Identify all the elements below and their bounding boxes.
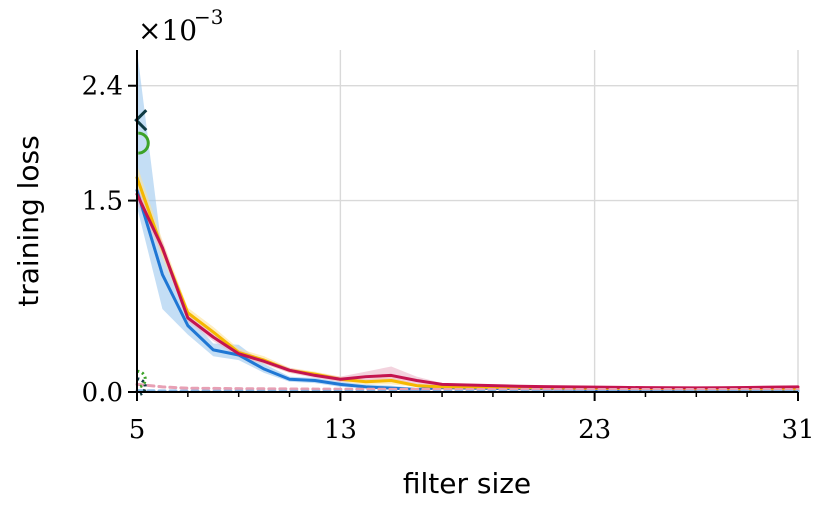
y-scale-prefix: ×10 [138,14,197,47]
y-axis-label: training loss [12,135,45,306]
x-ticks: 5 13 23 31 [129,392,815,445]
series-4-line [135,382,800,391]
x-axis-label: filter size [403,467,531,500]
half-circle-marker [138,131,150,155]
y-tick-label: 1.5 [82,187,123,217]
series-1-line [135,188,800,392]
grid [137,50,799,392]
y-scale-exponent: −3 [194,5,223,29]
y-tick-label: 0.0 [82,378,123,408]
y-ticks: 0.0 1.5 2.4 [82,72,137,408]
x-tick-label: 31 [781,415,814,445]
y-tick-label: 2.4 [82,72,123,102]
confidence-bands [137,50,798,391]
x-tick-label: 5 [129,415,146,445]
series-1-band [137,50,798,391]
x-tick-label: 13 [324,415,357,445]
x-tick-label: 23 [578,415,611,445]
series-3-line [135,192,800,390]
